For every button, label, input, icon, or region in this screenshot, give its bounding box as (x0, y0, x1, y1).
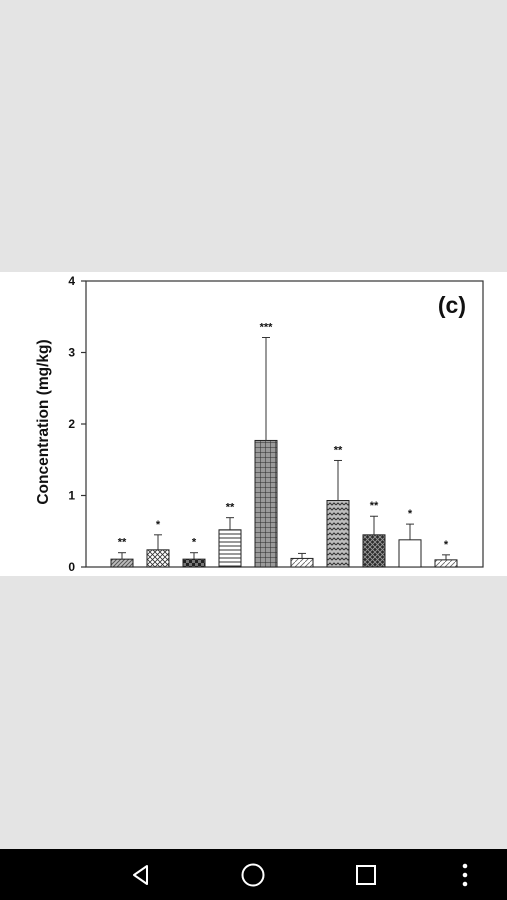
y-tick-label: 2 (68, 417, 75, 431)
y-tick-label: 0 (68, 560, 75, 574)
y-tick-label: 4 (68, 274, 75, 288)
bar (218, 529, 242, 568)
bar (110, 558, 134, 568)
recents-icon (356, 864, 376, 885)
viewer-background-top (0, 0, 507, 272)
y-axis-label: Concentration (mg/kg) (35, 339, 52, 504)
significance-label: * (192, 537, 197, 549)
viewer-background-bottom (0, 576, 507, 849)
navigation-bar (0, 849, 507, 900)
bar (182, 558, 206, 568)
back-icon (133, 864, 148, 885)
bar (290, 557, 314, 568)
bar (326, 500, 350, 568)
home-button[interactable] (227, 849, 279, 900)
y-axis: 0 1 2 3 4 (68, 274, 86, 574)
bar (362, 534, 386, 568)
significance-label: * (444, 539, 449, 551)
bar (434, 559, 458, 568)
significance-label: * (408, 508, 413, 520)
recents-button[interactable] (340, 849, 392, 900)
significance-label: ** (334, 444, 343, 456)
y-tick-label: 3 (68, 346, 75, 360)
significance-markers: *************** (118, 321, 449, 550)
more-options-button[interactable] (450, 849, 480, 900)
significance-label: * (156, 519, 161, 531)
significance-label: ** (226, 502, 235, 514)
home-icon (241, 863, 265, 886)
y-tick-label: 1 (68, 489, 75, 503)
plot-frame (85, 280, 484, 568)
bar (254, 439, 278, 568)
back-button[interactable] (115, 849, 167, 900)
significance-label: ** (118, 537, 127, 549)
panel-label: (c) (438, 292, 466, 318)
bar (146, 549, 170, 568)
error-bars (118, 336, 450, 560)
more-options-icon (462, 863, 468, 886)
significance-label: *** (260, 321, 274, 333)
significance-label: ** (370, 500, 379, 512)
bar (398, 539, 422, 568)
bars (110, 439, 458, 568)
